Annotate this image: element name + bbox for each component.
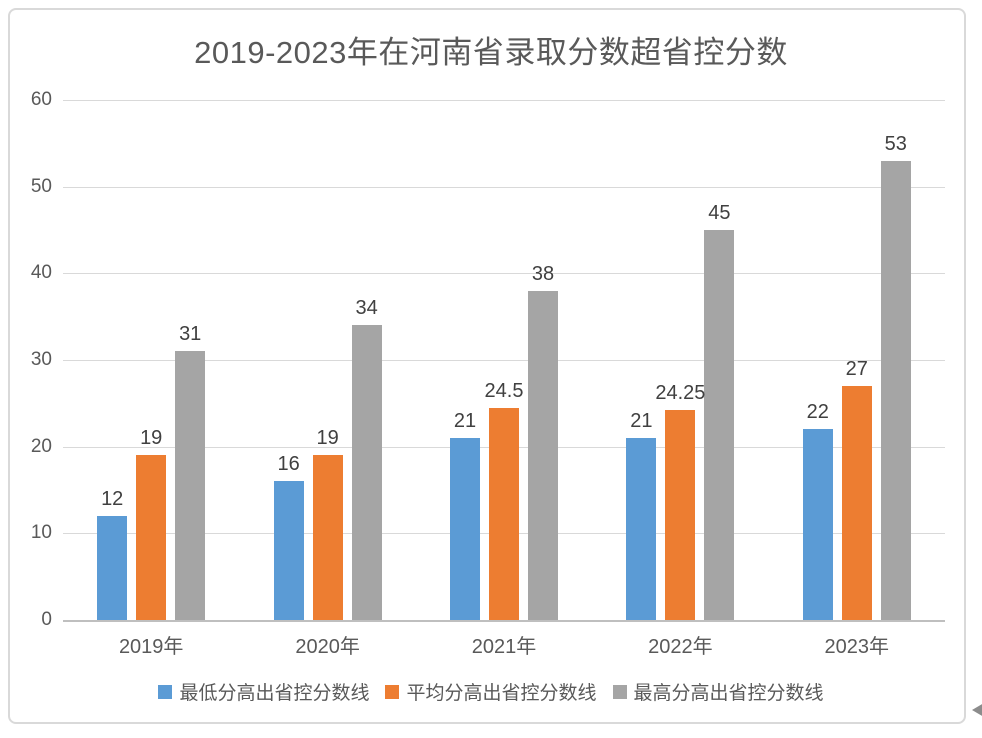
legend-swatch-icon (158, 684, 173, 699)
bar-value-label: 31 (179, 323, 202, 346)
bar-series-0-cat-1 (273, 481, 304, 620)
bar-series-1-cat-1 (312, 455, 343, 620)
y-axis-label: 30 (30, 349, 52, 370)
bar-series-2-cat-2 (528, 290, 558, 620)
bar-series-1-cat-2 (489, 407, 519, 620)
bar-value-label: 12 (101, 488, 124, 510)
bar-value-label: 21 (630, 410, 653, 432)
legend-item: 最低分高出省控分数线 (158, 678, 369, 705)
legend: 最低分高出省控分数线 平均分高出省控分数线 最高分高出省控分数线 (0, 678, 982, 705)
x-axis-label: 2021年 (471, 636, 537, 658)
legend-label: 最低分高出省控分数线 (179, 683, 370, 704)
chart-title: 2019-2023年在河南省录取分数超省控分数 (194, 35, 788, 70)
bar-value-label: 19 (316, 427, 339, 450)
legend-label: 最高分高出省控分数线 (633, 683, 824, 704)
legend-item: 最高分高出省控分数线 (612, 678, 824, 705)
bar-value-label: 22 (806, 401, 829, 424)
plot-area (63, 100, 945, 622)
bar-value-label: 53 (884, 132, 907, 155)
legend-swatch-icon (612, 684, 627, 699)
y-axis-label: 10 (30, 522, 52, 544)
bar-value-label: 34 (355, 297, 378, 320)
y-axis-label: 50 (30, 175, 52, 197)
gridline (63, 360, 945, 361)
x-axis-label: 2019年 (118, 636, 184, 658)
cursor-arrow-icon (972, 703, 982, 717)
x-axis-label: 2023年 (824, 636, 890, 658)
bar-value-label: 24.5 (484, 379, 524, 402)
bar-series-2-cat-1 (351, 325, 382, 620)
legend-label: 平均分高出省控分数线 (406, 683, 597, 704)
x-axis-label: 2020年 (295, 636, 360, 658)
bar-value-label: 16 (277, 453, 300, 476)
gridline (63, 100, 945, 101)
bar-value-label: 27 (845, 358, 868, 380)
x-axis-label: 2022年 (648, 636, 713, 658)
bar-series-1-cat-0 (136, 455, 167, 620)
gridline (63, 186, 945, 188)
legend-swatch-icon (385, 684, 400, 699)
y-axis-label: 40 (30, 262, 52, 284)
bar-series-2-cat-3 (704, 230, 735, 620)
bar-series-2-cat-4 (880, 160, 911, 620)
bar-series-0-cat-4 (802, 429, 833, 620)
bar-value-label: 38 (531, 262, 555, 285)
y-axis-label: 60 (30, 89, 52, 110)
bar-series-0-cat-0 (97, 516, 128, 620)
gridline (63, 273, 945, 275)
legend-item: 平均分高出省控分数线 (385, 678, 597, 705)
bar-series-0-cat-3 (626, 438, 657, 620)
bar-series-1-cat-4 (841, 386, 872, 620)
y-axis-label: 0 (41, 609, 52, 630)
bar-value-label: 45 (708, 202, 731, 224)
bar-value-label: 19 (140, 427, 163, 450)
y-axis-label: 20 (30, 435, 52, 457)
bar-series-0-cat-2 (450, 438, 480, 620)
bar-value-label: 24.25 (655, 381, 706, 404)
bar-value-label: 21 (453, 410, 477, 432)
bar-series-2-cat-0 (175, 351, 206, 620)
x-axis-baseline (63, 620, 945, 622)
bar-series-1-cat-3 (665, 409, 696, 620)
